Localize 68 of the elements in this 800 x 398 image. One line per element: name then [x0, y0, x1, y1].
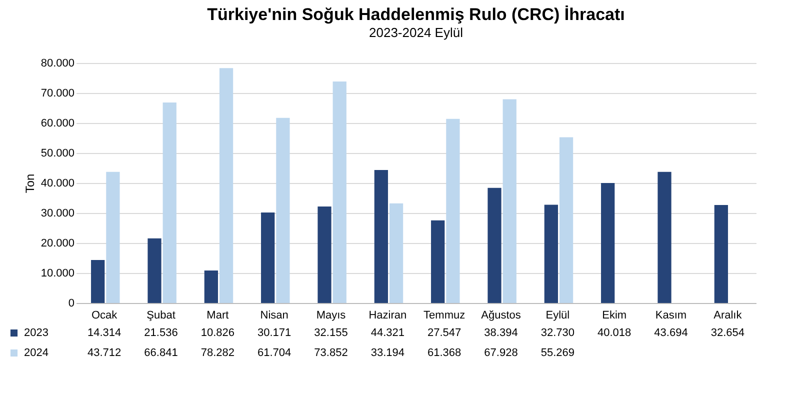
x-tick-label: Haziran [368, 310, 407, 322]
data-label: 67.928 [484, 347, 518, 359]
data-label: 43.712 [88, 347, 122, 359]
bar [276, 118, 290, 303]
y-tick-label: 10.000 [40, 268, 74, 280]
x-tick-label: Mart [206, 310, 229, 322]
data-label: 55.269 [540, 347, 574, 359]
data-label: 33.194 [370, 347, 404, 359]
legend-label: 2024 [24, 347, 48, 359]
y-axis-title: Ton [22, 174, 37, 194]
bar [544, 204, 558, 303]
bar [658, 172, 672, 303]
bar [332, 81, 346, 303]
x-tick-label: Ağustos [481, 310, 522, 322]
x-tick-label: Ekim [602, 310, 627, 322]
chart-title: Türkiye'nin Soğuk Haddelenmiş Rulo (CRC) İhracatı [207, 5, 625, 24]
bar [601, 182, 615, 303]
legend-label: 2023 [24, 327, 48, 339]
y-tick-label: 60.000 [40, 118, 74, 130]
bar [714, 205, 728, 303]
data-label: 21.536 [144, 327, 178, 339]
y-tick-label: 40.000 [40, 178, 74, 190]
x-tick-label: Aralık [714, 310, 742, 322]
bar [162, 102, 176, 303]
data-label: 73.852 [314, 347, 348, 359]
x-tick-label: Ocak [91, 310, 118, 322]
bar [204, 270, 218, 303]
data-label: 30.171 [258, 327, 292, 339]
data-label: 14.314 [88, 327, 122, 339]
bar [318, 206, 332, 303]
y-tick-label: 0 [68, 298, 74, 310]
data-label: 32.654 [710, 327, 744, 339]
bar [389, 203, 404, 303]
data-label: 44.321 [370, 327, 404, 339]
bar [488, 188, 502, 303]
bar [502, 99, 516, 303]
bar [106, 172, 120, 303]
bar [148, 238, 162, 303]
bar [261, 212, 275, 303]
y-tick-label: 50.000 [40, 148, 74, 160]
x-tick-label: Nisan [260, 310, 288, 322]
data-label: 61.704 [258, 347, 292, 359]
data-label: 32.730 [540, 327, 574, 339]
data-label: 43.694 [654, 327, 688, 339]
bar [446, 118, 460, 303]
x-tick-label: Temmuz [424, 310, 466, 322]
x-tick-label: Eylül [546, 310, 570, 322]
data-label: 27.547 [428, 327, 462, 339]
y-tick-label: 70.000 [40, 88, 74, 100]
bar [431, 220, 445, 303]
y-tick-label: 30.000 [40, 208, 74, 220]
data-label: 32.155 [314, 327, 348, 339]
bar [559, 137, 574, 303]
bar [91, 260, 105, 303]
data-label: 66.841 [144, 347, 178, 359]
bar [374, 170, 388, 303]
x-tick-label: Şubat [146, 310, 176, 322]
data-label: 61.368 [428, 347, 462, 359]
data-label: 38.394 [484, 327, 518, 339]
bar [219, 68, 234, 303]
x-tick-label: Mayıs [316, 310, 346, 322]
chart-subtitle: 2023-2024 Eylül [369, 25, 464, 40]
data-label: 78.282 [200, 347, 234, 359]
y-tick-label: 80.000 [40, 58, 74, 70]
y-tick-label: 20.000 [40, 238, 74, 250]
data-label: 10.826 [200, 327, 234, 339]
data-label: 40.018 [598, 327, 632, 339]
x-tick-label: Kasım [655, 310, 687, 322]
